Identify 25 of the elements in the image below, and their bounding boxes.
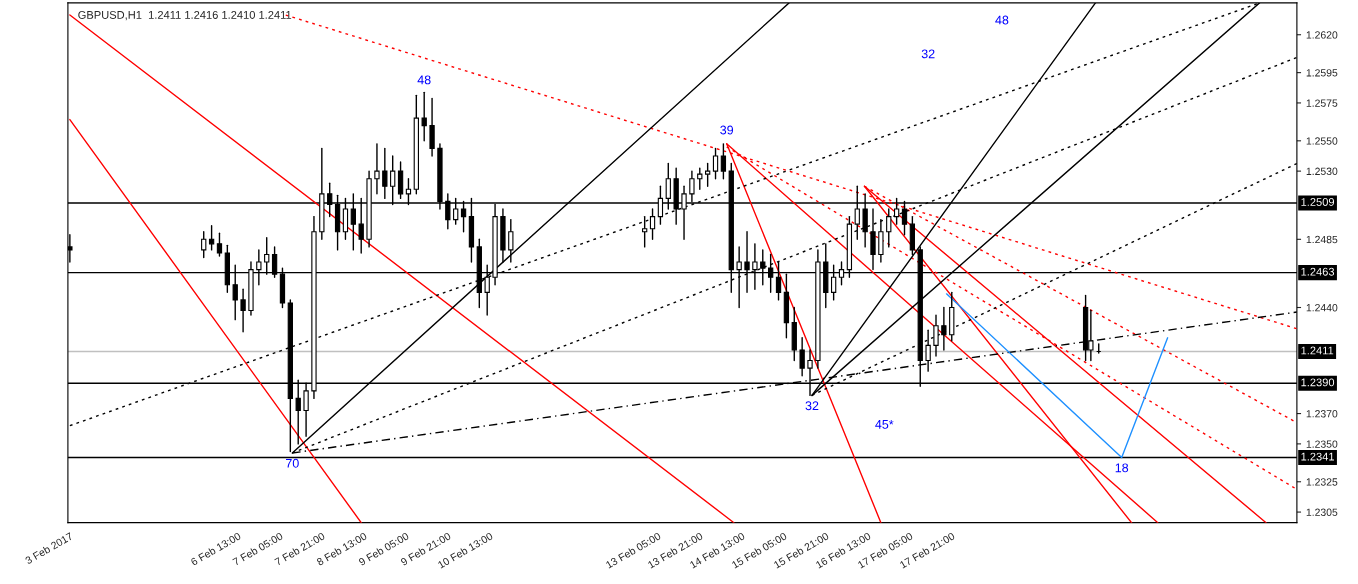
annotation: 48 (995, 15, 1009, 25)
annotation: 32 (921, 49, 935, 59)
annotation: 18 (1115, 463, 1129, 473)
ref-line-label: 1.2390 (1301, 378, 1335, 387)
y-tick-label: 1.2440 (1306, 304, 1338, 312)
y-tick-label: 1.2595 (1306, 69, 1338, 77)
ref-line-label: 1.2463 (1301, 267, 1335, 276)
y-tick-label: 1.2620 (1306, 31, 1338, 39)
y-tick-label: 1.2485 (1306, 235, 1338, 244)
y-tick-label: 1.2575 (1306, 99, 1338, 107)
ref-line-label: 1.2341 (1301, 452, 1335, 461)
annotation: 48 (417, 75, 431, 85)
y-tick-label: 1.2550 (1306, 137, 1338, 145)
y-tick-label: 1.2350 (1306, 440, 1338, 448)
y-tick-label: 1.2325 (1306, 478, 1338, 486)
annotation: 32 (805, 401, 819, 411)
annotation: 45* (875, 420, 894, 429)
y-tick-label: 1.2370 (1306, 410, 1338, 418)
ref-line-label: 1.2411 (1301, 346, 1334, 355)
text: GBPUSD,H1 1.2411 1.2416 1.2410 1.2411 (78, 11, 292, 21)
y-tick-label: 1.2305 (1306, 508, 1338, 516)
y-tick-label: 1.2530 (1306, 167, 1338, 175)
annotation: 70 (286, 458, 299, 468)
ref-line-label: 1.2509 (1301, 198, 1335, 206)
annotation: 39 (720, 125, 734, 135)
